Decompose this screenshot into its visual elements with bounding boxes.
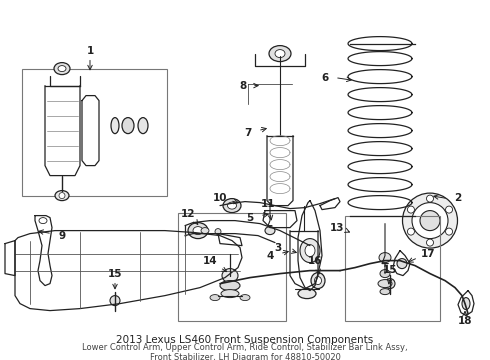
Text: 4: 4 xyxy=(266,251,274,261)
Text: 5: 5 xyxy=(246,213,254,222)
Ellipse shape xyxy=(420,211,440,231)
Ellipse shape xyxy=(54,63,70,75)
Text: 7: 7 xyxy=(245,127,252,138)
Text: 8: 8 xyxy=(240,81,246,91)
Ellipse shape xyxy=(275,50,285,58)
Ellipse shape xyxy=(138,118,148,134)
Ellipse shape xyxy=(315,276,321,285)
Ellipse shape xyxy=(269,46,291,62)
Text: 6: 6 xyxy=(321,73,329,82)
Ellipse shape xyxy=(426,195,434,202)
Ellipse shape xyxy=(58,66,66,72)
Text: 1: 1 xyxy=(86,46,94,55)
Ellipse shape xyxy=(215,229,221,235)
Ellipse shape xyxy=(378,280,392,288)
Ellipse shape xyxy=(210,294,220,301)
Ellipse shape xyxy=(380,270,390,278)
Ellipse shape xyxy=(240,294,250,301)
Ellipse shape xyxy=(265,226,275,235)
Text: 17: 17 xyxy=(421,249,435,258)
Text: 12: 12 xyxy=(181,208,195,219)
Ellipse shape xyxy=(227,202,237,209)
Ellipse shape xyxy=(223,199,241,213)
Bar xyxy=(178,213,286,321)
Text: 15: 15 xyxy=(383,265,397,275)
Ellipse shape xyxy=(462,298,470,310)
Ellipse shape xyxy=(426,239,434,246)
Text: 14: 14 xyxy=(203,256,217,266)
Ellipse shape xyxy=(305,244,315,257)
Ellipse shape xyxy=(221,289,239,298)
Text: 2013 Lexus LS460 Front Suspension Components: 2013 Lexus LS460 Front Suspension Compon… xyxy=(117,335,373,345)
Ellipse shape xyxy=(379,253,391,262)
Text: 18: 18 xyxy=(458,316,472,325)
Ellipse shape xyxy=(188,222,208,239)
Ellipse shape xyxy=(298,289,316,298)
Ellipse shape xyxy=(110,296,120,306)
Ellipse shape xyxy=(380,289,390,294)
Text: 13: 13 xyxy=(330,222,344,233)
Text: 15: 15 xyxy=(108,269,122,279)
Text: 3: 3 xyxy=(274,243,282,253)
Ellipse shape xyxy=(193,226,203,235)
Text: Lower Control Arm, Upper Control Arm, Ride Control, Stabilizer Bar Link Assy,
Fr: Lower Control Arm, Upper Control Arm, Ri… xyxy=(82,343,408,360)
Ellipse shape xyxy=(220,280,240,291)
Ellipse shape xyxy=(402,193,458,248)
Bar xyxy=(345,216,440,321)
Text: 10: 10 xyxy=(213,193,227,203)
Ellipse shape xyxy=(445,228,453,235)
Ellipse shape xyxy=(55,190,69,201)
Text: 2: 2 xyxy=(454,193,462,203)
Ellipse shape xyxy=(111,118,119,134)
Ellipse shape xyxy=(445,206,453,213)
Ellipse shape xyxy=(397,258,407,269)
Ellipse shape xyxy=(122,118,134,134)
Text: 9: 9 xyxy=(58,231,66,240)
Ellipse shape xyxy=(201,228,209,234)
Ellipse shape xyxy=(412,203,448,239)
Ellipse shape xyxy=(408,206,415,213)
Ellipse shape xyxy=(39,217,47,224)
Text: 11: 11 xyxy=(261,199,275,208)
Text: 16: 16 xyxy=(308,256,322,266)
Ellipse shape xyxy=(300,239,320,262)
Bar xyxy=(22,69,167,195)
Ellipse shape xyxy=(311,273,325,289)
Ellipse shape xyxy=(59,193,65,199)
Ellipse shape xyxy=(408,228,415,235)
Ellipse shape xyxy=(222,269,238,283)
Ellipse shape xyxy=(385,279,395,289)
